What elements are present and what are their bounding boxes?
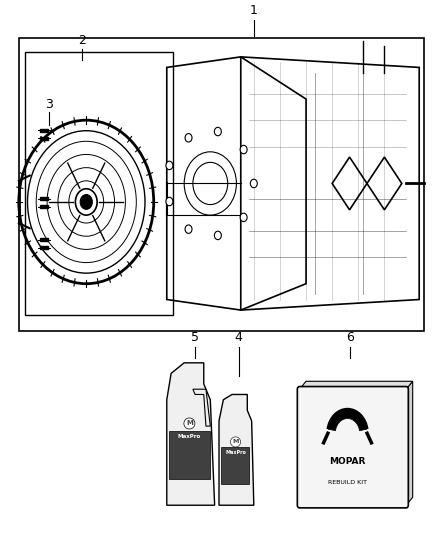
Bar [40, 197, 47, 200]
Circle shape [185, 225, 192, 233]
Polygon shape [300, 381, 413, 389]
Polygon shape [193, 389, 210, 426]
Circle shape [166, 161, 173, 169]
Bar [40, 136, 47, 140]
Bar [25, 52, 173, 316]
Circle shape [240, 213, 247, 222]
Text: 5: 5 [191, 332, 199, 344]
Bar [169, 431, 210, 479]
Circle shape [75, 189, 97, 215]
Circle shape [166, 197, 173, 206]
FancyBboxPatch shape [297, 386, 408, 508]
Text: MaxPro: MaxPro [178, 434, 201, 439]
Bar [40, 128, 47, 132]
Text: M: M [186, 421, 193, 426]
Text: 6: 6 [346, 332, 353, 344]
Text: 2: 2 [78, 35, 86, 47]
Bar [19, 38, 424, 331]
Circle shape [251, 179, 257, 188]
Circle shape [214, 231, 221, 240]
Polygon shape [406, 381, 413, 505]
Polygon shape [167, 363, 215, 505]
Text: MaxPro: MaxPro [225, 450, 246, 455]
Circle shape [214, 127, 221, 136]
Bar [40, 246, 47, 249]
Bar [40, 205, 47, 208]
Text: 3: 3 [45, 98, 53, 111]
Bar [40, 238, 47, 241]
Bar [221, 447, 250, 484]
Polygon shape [328, 410, 367, 431]
Polygon shape [219, 394, 254, 505]
Circle shape [80, 195, 92, 209]
Text: MOPAR: MOPAR [329, 457, 366, 466]
Text: 1: 1 [250, 4, 258, 17]
Circle shape [185, 134, 192, 142]
Text: M: M [232, 439, 239, 445]
Text: REBUILD KIT: REBUILD KIT [328, 480, 367, 484]
Circle shape [240, 146, 247, 154]
Text: 4: 4 [235, 332, 243, 344]
